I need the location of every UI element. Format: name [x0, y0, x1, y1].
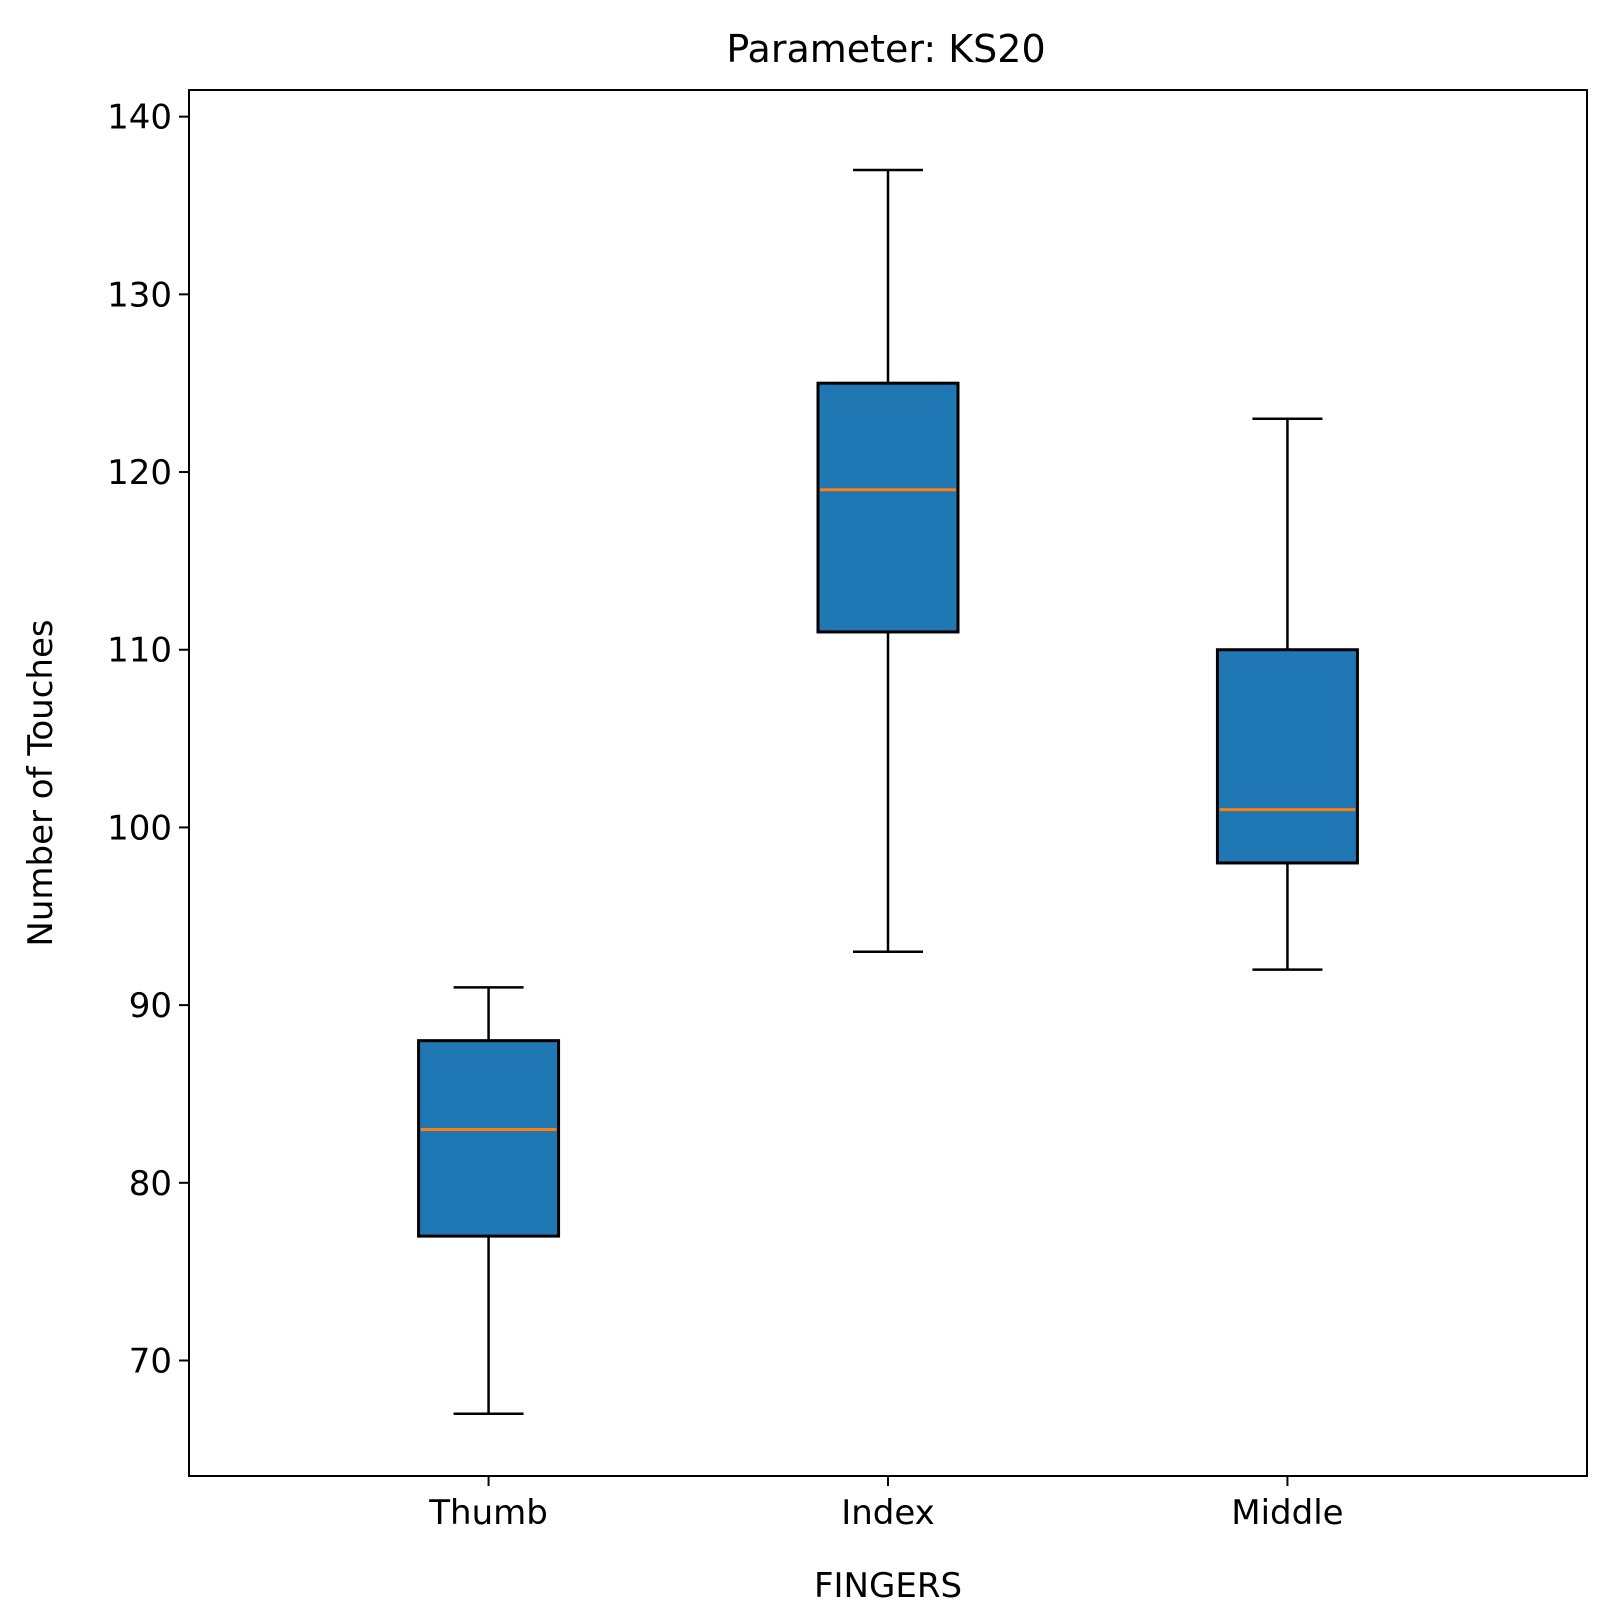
- iqr-box: [816, 381, 960, 634]
- x-tick-label: Middle: [1231, 1493, 1343, 1533]
- y-tick-label: 120: [107, 453, 172, 493]
- box-middle: [1215, 417, 1359, 971]
- chart-title: Parameter: KS20: [726, 27, 1045, 71]
- iqr-box: [417, 1039, 561, 1238]
- y-tick-label: 130: [107, 275, 172, 315]
- y-axis-label: Number of Touches: [21, 619, 61, 946]
- y-tick-label: 110: [107, 631, 172, 671]
- y-tick-label: 140: [107, 98, 172, 138]
- iqr-box: [1215, 648, 1359, 865]
- x-axis: Thumb Index Middle: [428, 1476, 1344, 1533]
- x-tick-label: Thumb: [428, 1493, 548, 1533]
- boxes-group: [417, 168, 1359, 1416]
- y-tick-label: 80: [129, 1164, 172, 1204]
- box-thumb: [417, 986, 561, 1416]
- y-axis: 70 80 90 100 110 120 130 140: [107, 98, 189, 1382]
- y-tick-label: 100: [107, 808, 172, 848]
- x-axis-label: FINGERS: [814, 1566, 962, 1606]
- y-tick-label: 70: [129, 1342, 172, 1382]
- x-tick-label: Index: [841, 1493, 935, 1533]
- y-tick-label: 90: [129, 986, 172, 1026]
- box-index: [816, 168, 960, 954]
